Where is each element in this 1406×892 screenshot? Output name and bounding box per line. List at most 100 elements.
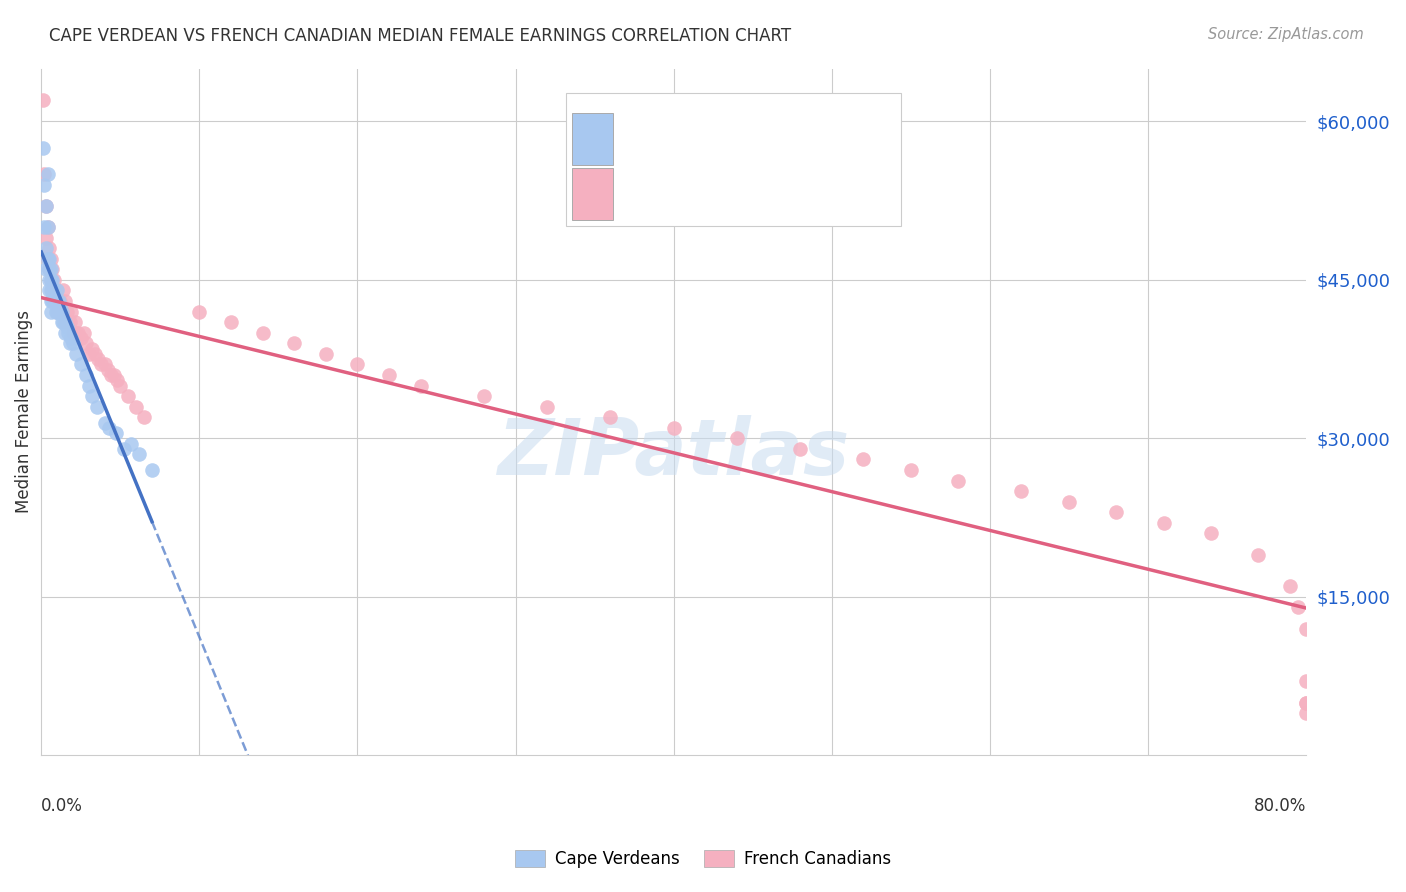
Point xyxy=(66,326,89,340)
Point xyxy=(35,199,58,213)
Point xyxy=(58,326,80,340)
Point xyxy=(41,273,63,287)
Point xyxy=(93,416,115,430)
Point xyxy=(1295,622,1317,636)
Point xyxy=(34,167,56,181)
Point xyxy=(409,378,432,392)
Point xyxy=(946,474,969,488)
Point xyxy=(852,452,875,467)
Point xyxy=(1295,706,1317,720)
Point xyxy=(35,199,58,213)
Point xyxy=(38,252,60,266)
Point xyxy=(103,368,125,382)
Point xyxy=(599,410,621,425)
Point xyxy=(1247,548,1270,562)
Text: 54: 54 xyxy=(811,112,835,130)
Point xyxy=(105,373,128,387)
Point xyxy=(346,358,368,372)
Point xyxy=(93,358,115,372)
Point xyxy=(1295,696,1317,710)
Text: -0.365: -0.365 xyxy=(675,167,734,185)
Point xyxy=(42,273,65,287)
Point xyxy=(378,368,401,382)
Point xyxy=(62,326,84,340)
Point xyxy=(60,331,83,345)
Point xyxy=(51,315,73,329)
Point xyxy=(32,141,55,155)
Point xyxy=(128,447,150,461)
Point xyxy=(472,389,495,403)
Point xyxy=(1153,516,1175,530)
Text: ZIPatlas: ZIPatlas xyxy=(498,415,849,491)
FancyBboxPatch shape xyxy=(572,168,613,219)
Point xyxy=(48,304,70,318)
Point xyxy=(283,336,305,351)
Point xyxy=(48,293,70,308)
Text: R =: R = xyxy=(624,167,661,185)
Point xyxy=(900,463,922,477)
Point xyxy=(1199,526,1222,541)
Point xyxy=(39,284,62,298)
Point xyxy=(41,284,63,298)
Point xyxy=(98,421,121,435)
Y-axis label: Median Female Earnings: Median Female Earnings xyxy=(15,310,32,514)
Point xyxy=(53,293,76,308)
Point xyxy=(65,326,87,340)
Point xyxy=(120,436,142,450)
Point xyxy=(49,299,72,313)
Point xyxy=(34,178,56,192)
Point xyxy=(37,220,59,235)
Point xyxy=(1295,696,1317,710)
Point xyxy=(59,336,82,351)
Point xyxy=(42,293,65,308)
Point xyxy=(1295,674,1317,689)
Point xyxy=(41,293,63,308)
Point xyxy=(125,400,148,414)
Text: 78: 78 xyxy=(811,167,835,185)
Point xyxy=(37,252,59,266)
Point xyxy=(1057,495,1080,509)
Point xyxy=(39,304,62,318)
Text: 0.0%: 0.0% xyxy=(41,797,83,814)
Point xyxy=(41,284,63,298)
Point xyxy=(39,293,62,308)
Point xyxy=(86,400,108,414)
Point xyxy=(77,378,100,392)
Text: CAPE VERDEAN VS FRENCH CANADIAN MEDIAN FEMALE EARNINGS CORRELATION CHART: CAPE VERDEAN VS FRENCH CANADIAN MEDIAN F… xyxy=(49,27,792,45)
Point xyxy=(117,389,139,403)
Point xyxy=(1279,579,1302,593)
Point xyxy=(39,262,62,277)
Point xyxy=(77,347,100,361)
Text: Source: ZipAtlas.com: Source: ZipAtlas.com xyxy=(1208,27,1364,42)
Legend: Cape Verdeans, French Canadians: Cape Verdeans, French Canadians xyxy=(508,843,898,875)
Point xyxy=(97,362,120,376)
Point xyxy=(65,347,87,361)
Point xyxy=(789,442,811,456)
Point xyxy=(37,252,59,266)
Point xyxy=(46,284,69,298)
Point xyxy=(87,352,110,367)
Point xyxy=(41,262,63,277)
Point xyxy=(35,230,58,244)
Point xyxy=(38,241,60,255)
FancyBboxPatch shape xyxy=(567,93,901,227)
Point xyxy=(39,252,62,266)
Point xyxy=(46,304,69,318)
Point xyxy=(662,421,685,435)
Point xyxy=(42,284,65,298)
Point xyxy=(252,326,274,340)
Point xyxy=(60,304,83,318)
Point xyxy=(46,293,69,308)
Point xyxy=(32,93,55,107)
Point xyxy=(51,304,73,318)
Point xyxy=(53,315,76,329)
Point xyxy=(70,331,93,345)
Point xyxy=(90,358,112,372)
Point xyxy=(45,304,67,318)
Text: N =: N = xyxy=(763,167,800,185)
Point xyxy=(52,315,75,329)
Point xyxy=(53,315,76,329)
Point xyxy=(42,293,65,308)
Point xyxy=(55,320,77,334)
Point xyxy=(75,368,97,382)
